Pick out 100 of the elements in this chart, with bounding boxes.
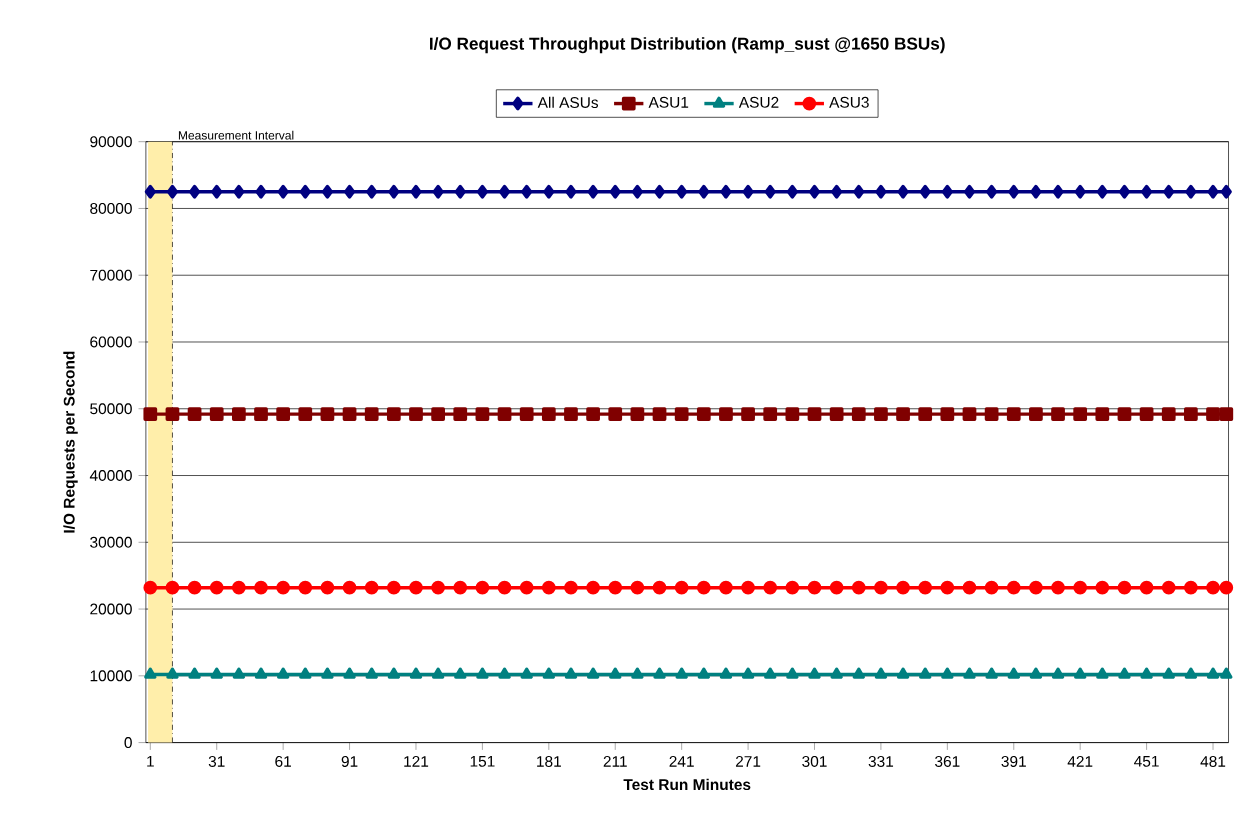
- y-tick-label: 70000: [90, 269, 132, 281]
- point: [432, 185, 444, 199]
- point: [498, 667, 511, 679]
- point: [763, 580, 778, 595]
- point: [631, 185, 643, 199]
- point: [1185, 185, 1197, 199]
- point: [1118, 185, 1131, 199]
- point: [364, 580, 379, 595]
- point: [254, 407, 268, 422]
- point: [1206, 407, 1220, 422]
- point: [896, 667, 910, 679]
- y-tick-label: 30000: [90, 536, 132, 548]
- point: [564, 580, 578, 595]
- point: [453, 407, 468, 422]
- point: [831, 185, 843, 199]
- point: [343, 667, 356, 679]
- point: [1219, 580, 1234, 595]
- point: [1051, 580, 1065, 595]
- point: [1139, 580, 1154, 595]
- point: [807, 407, 822, 422]
- point: [940, 407, 955, 422]
- x-tick-label: 361: [935, 756, 960, 768]
- point: [829, 407, 844, 422]
- point: [852, 667, 865, 679]
- point: [366, 185, 378, 199]
- point: [409, 667, 423, 679]
- point: [941, 185, 953, 199]
- point: [1096, 667, 1109, 679]
- point: [1117, 407, 1132, 422]
- point: [764, 185, 776, 199]
- point: [1163, 185, 1175, 199]
- point: [476, 185, 488, 199]
- point: [254, 580, 268, 595]
- point: [519, 580, 534, 595]
- point: [388, 185, 400, 199]
- point: [276, 580, 291, 595]
- point: [187, 407, 202, 422]
- point: [299, 185, 311, 199]
- y-axis-title: I/O Requests per Second: [63, 351, 78, 533]
- point: [1006, 580, 1021, 595]
- point: [742, 185, 754, 199]
- point: [874, 580, 888, 595]
- point: [541, 407, 556, 422]
- point: [851, 407, 866, 422]
- point: [984, 407, 999, 422]
- point: [896, 580, 910, 595]
- point: [320, 580, 335, 595]
- point: [165, 580, 180, 595]
- point: [187, 580, 202, 595]
- legend-label: ASU3: [829, 97, 869, 108]
- point: [144, 185, 156, 199]
- point: [343, 185, 356, 199]
- x-tick-label: 1: [147, 756, 154, 767]
- point: [1206, 667, 1220, 679]
- x-tick-label: 241: [669, 756, 694, 767]
- y-tick-label: 50000: [90, 403, 132, 415]
- point: [564, 407, 578, 422]
- point: [985, 667, 998, 679]
- point: [853, 185, 865, 199]
- point: [1096, 185, 1108, 199]
- point: [676, 185, 688, 199]
- point: [409, 580, 423, 595]
- y-tick-label: 20000: [90, 603, 132, 615]
- point: [1141, 185, 1153, 199]
- point: [519, 407, 534, 422]
- point: [431, 407, 445, 422]
- point: [1206, 580, 1220, 595]
- y-tick-label: 10000: [90, 670, 132, 682]
- point: [276, 667, 290, 679]
- x-tick-label: 31: [208, 756, 225, 768]
- point: [652, 580, 667, 595]
- point: [277, 185, 289, 199]
- point: [786, 185, 798, 199]
- point: [1184, 580, 1198, 595]
- point: [454, 667, 467, 679]
- point: [321, 185, 334, 199]
- point: [808, 185, 821, 199]
- point: [986, 185, 998, 199]
- x-tick-label: 211: [603, 756, 627, 767]
- point: [587, 185, 599, 199]
- point: [475, 407, 490, 422]
- y-tick-label: 80000: [90, 203, 132, 215]
- point: [1095, 580, 1110, 595]
- point: [962, 407, 977, 422]
- point: [232, 667, 246, 679]
- point: [829, 580, 844, 595]
- point: [897, 185, 909, 199]
- point: [211, 185, 223, 199]
- point: [720, 185, 732, 199]
- point: [386, 407, 401, 422]
- point: [233, 185, 245, 199]
- point: [586, 667, 600, 679]
- point: [675, 667, 688, 679]
- point: [653, 667, 666, 679]
- point: [476, 667, 489, 679]
- point: [1219, 407, 1234, 422]
- point: [1052, 185, 1064, 199]
- point: [1029, 580, 1043, 595]
- point: [698, 185, 710, 199]
- point: [609, 185, 621, 199]
